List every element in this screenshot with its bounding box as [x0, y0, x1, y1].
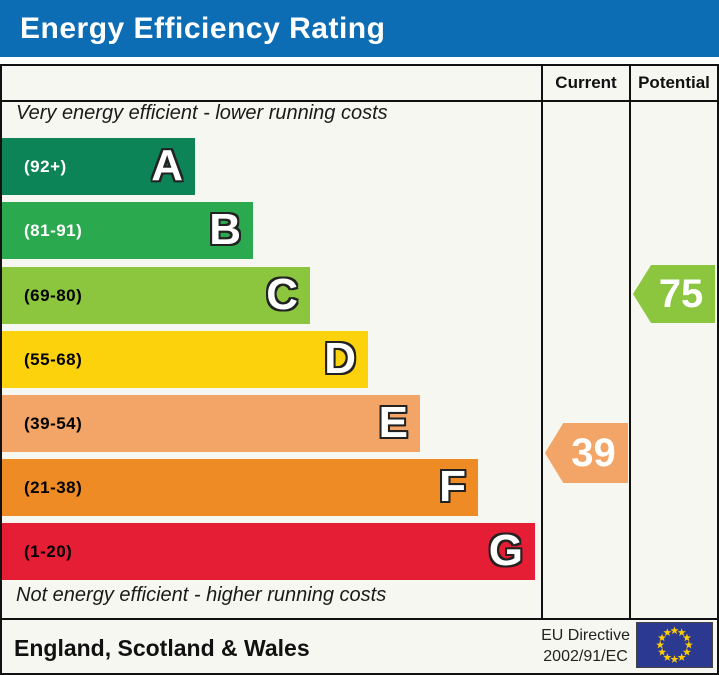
- region-label: England, Scotland & Wales: [14, 635, 310, 661]
- band-range-label: (92+): [24, 156, 67, 176]
- band-letter: F: [439, 461, 466, 511]
- band-letter: E: [378, 397, 408, 447]
- band-letter: D: [324, 333, 356, 383]
- band-letter: A: [151, 140, 183, 190]
- rating-table: Current Potential Very energy efficient …: [0, 64, 719, 675]
- band-range-label: (55-68): [24, 349, 83, 369]
- header-divider: [2, 100, 717, 102]
- page-title: Energy Efficiency Rating: [20, 11, 386, 45]
- band-letter: C: [266, 269, 298, 319]
- band-f: (21-38) F: [2, 459, 478, 516]
- band-e: (39-54) E: [2, 395, 420, 452]
- band-letter: G: [488, 525, 523, 575]
- column-divider-current: [541, 66, 543, 618]
- band-range-label: (21-38): [24, 477, 83, 497]
- eu-directive-line2: 2002/91/EC: [543, 648, 628, 665]
- potential-rating-arrow: 75: [633, 265, 715, 323]
- band-g: (1-20) G: [2, 523, 535, 580]
- band-range-label: (39-54): [24, 413, 83, 433]
- band-a: (92+) A: [2, 138, 195, 195]
- column-header-current: Current: [555, 73, 617, 92]
- bottom-note: Not energy efficient - higher running co…: [16, 584, 387, 606]
- band-c: (69-80) C: [2, 267, 310, 324]
- current-rating-value: 39: [571, 430, 616, 475]
- column-divider-potential: [629, 66, 631, 618]
- footer-divider: [2, 618, 717, 620]
- eu-directive-line1: EU Directive: [541, 627, 630, 644]
- band-b: (81-91) B: [2, 202, 253, 259]
- band-letter: B: [209, 204, 241, 254]
- top-note: Very energy efficient - lower running co…: [16, 102, 388, 124]
- title-bar: Energy Efficiency Rating: [0, 0, 719, 57]
- current-rating-arrow: 39: [545, 423, 628, 483]
- eu-directive-text: EU Directive 2002/91/EC: [541, 625, 630, 667]
- potential-rating-value: 75: [658, 271, 704, 316]
- band-range-label: (81-91): [24, 220, 83, 240]
- band-range-label: (1-20): [24, 541, 73, 561]
- band-range-label: (69-80): [24, 285, 83, 305]
- eu-flag-icon: [636, 622, 713, 668]
- band-d: (55-68) D: [2, 331, 368, 388]
- column-header-potential: Potential: [638, 73, 710, 92]
